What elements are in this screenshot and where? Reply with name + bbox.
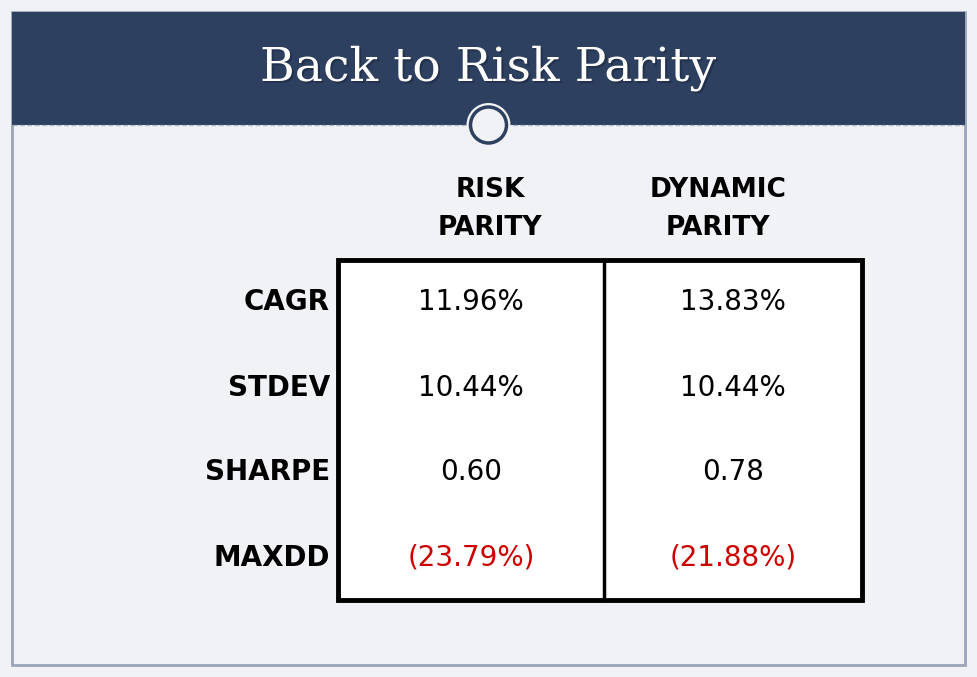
Text: 0.60: 0.60 xyxy=(440,458,502,487)
Text: (23.79%): (23.79%) xyxy=(407,544,534,571)
Text: STDEV: STDEV xyxy=(228,374,330,401)
Text: SHARPE: SHARPE xyxy=(205,458,330,487)
Bar xyxy=(338,260,862,600)
Text: CAGR: CAGR xyxy=(244,288,330,317)
Text: 13.83%: 13.83% xyxy=(680,288,786,317)
Text: PARITY: PARITY xyxy=(438,215,542,241)
Bar xyxy=(12,12,965,125)
Text: 10.44%: 10.44% xyxy=(418,374,524,401)
Text: DYNAMIC: DYNAMIC xyxy=(650,177,786,203)
Text: Back to Risk Parity: Back to Risk Parity xyxy=(263,47,718,93)
Text: 10.44%: 10.44% xyxy=(680,374,786,401)
Circle shape xyxy=(466,103,511,147)
Text: 11.96%: 11.96% xyxy=(418,288,524,317)
Text: Back to Risk Parity: Back to Risk Parity xyxy=(261,45,716,91)
Text: 0.78: 0.78 xyxy=(702,458,764,487)
Text: PARITY: PARITY xyxy=(665,215,770,241)
Text: MAXDD: MAXDD xyxy=(214,544,330,571)
Text: RISK: RISK xyxy=(455,177,525,203)
Text: (21.88%): (21.88%) xyxy=(669,544,796,571)
Circle shape xyxy=(471,107,506,143)
